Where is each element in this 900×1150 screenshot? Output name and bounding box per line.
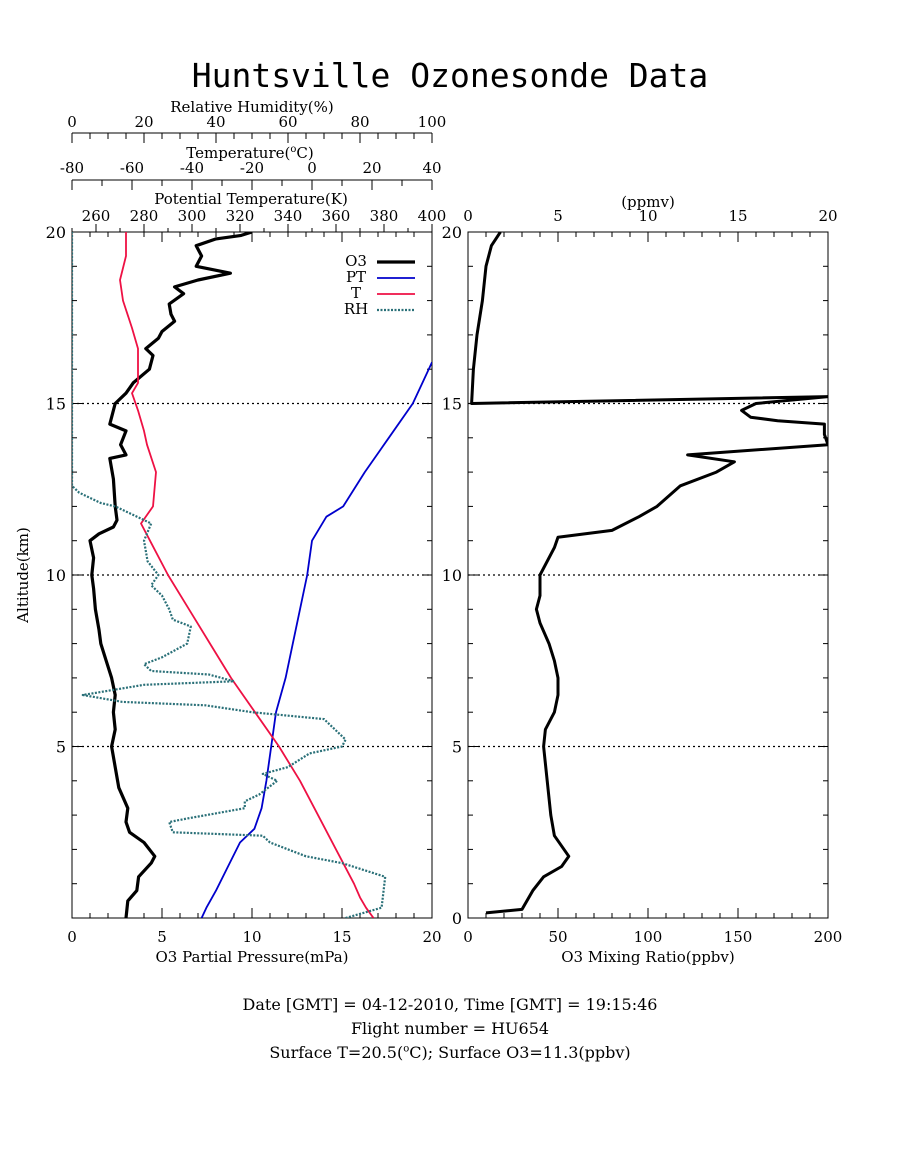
t-tick-label: 40 <box>422 159 441 177</box>
mixing-ratio-tick-label: 0 <box>463 928 473 946</box>
right-y-tick-label: 10 <box>442 566 462 585</box>
series-pt-line <box>200 361 432 918</box>
mixing-ratio-tick-label: 100 <box>634 928 663 946</box>
o3-pressure-tick-label: 0 <box>67 928 77 946</box>
rh-tick-label: 60 <box>278 113 297 131</box>
ppmv-tick-label: 20 <box>818 207 837 225</box>
right-y-tick-label: 15 <box>442 395 462 414</box>
ppmv-tick-label: 10 <box>638 207 657 225</box>
legend-label-t: T <box>351 284 361 302</box>
ppmv-tick-label: 15 <box>728 207 747 225</box>
series-rh-line <box>72 232 387 918</box>
series-o3-line <box>88 232 253 918</box>
left-y-tick-label: 15 <box>46 395 66 414</box>
mixing-ratio-axis-label: O3 Mixing Ratio(ppbv) <box>561 948 734 966</box>
footer-surface-suffix: C); Surface O3=11.3(ppbv) <box>409 1043 631 1062</box>
left-y-tick-label: 5 <box>56 738 66 757</box>
legend-label-o3: O3 <box>345 252 367 270</box>
pt-tick-label: 380 <box>370 207 399 225</box>
rh-tick-label: 20 <box>134 113 153 131</box>
o3-pressure-tick-label: 15 <box>332 928 351 946</box>
pt-tick-label: 320 <box>226 207 255 225</box>
o3-pressure-axis-label: O3 Partial Pressure(mPa) <box>155 948 348 966</box>
t-tick-label: -20 <box>240 159 264 177</box>
t-tick-label: -80 <box>60 159 84 177</box>
ppmv-axis-label: (ppmv) <box>621 193 675 211</box>
ppmv-tick-label: 5 <box>553 207 563 225</box>
t-tick-label: 20 <box>362 159 381 177</box>
mixing-ratio-tick-label: 150 <box>724 928 753 946</box>
o3-pressure-tick-label: 5 <box>157 928 167 946</box>
left-y-tick-label: 20 <box>46 223 66 242</box>
pt-tick-label: 400 <box>418 207 447 225</box>
pt-axis-label: Potential Temperature(K) <box>154 190 348 208</box>
legend-label-rh: RH <box>344 300 368 318</box>
pt-tick-label: 340 <box>274 207 303 225</box>
pt-tick-label: 300 <box>178 207 207 225</box>
rh-axis-label: Relative Humidity(%) <box>170 98 333 116</box>
t-tick-label: -40 <box>180 159 204 177</box>
right-y-tick-label: 0 <box>452 909 462 928</box>
mixing-ratio-tick-label: 200 <box>814 928 843 946</box>
o3-pressure-tick-label: 10 <box>242 928 261 946</box>
mixing-ratio-tick-label: 50 <box>548 928 567 946</box>
page-title: Huntsville Ozonesonde Data <box>191 56 709 95</box>
series-t-line <box>119 232 375 918</box>
o3-pressure-tick-label: 20 <box>422 928 441 946</box>
rh-tick-label: 0 <box>67 113 77 131</box>
t-tick-label: -60 <box>120 159 144 177</box>
footer-date-time: Date [GMT] = 04-12-2010, Time [GMT] = 19… <box>242 995 658 1014</box>
pt-tick-label: 280 <box>130 207 159 225</box>
t-tick-label: 0 <box>307 159 317 177</box>
pt-tick-label: 260 <box>82 207 111 225</box>
rh-tick-label: 80 <box>350 113 369 131</box>
footer-flight-number: Flight number = HU654 <box>350 1019 550 1038</box>
right-y-tick-label: 20 <box>442 223 462 242</box>
rh-tick-label: 40 <box>206 113 225 131</box>
series-mixing-ratio-line <box>470 232 828 915</box>
ppmv-tick-label: 0 <box>463 207 473 225</box>
right-y-tick-label: 5 <box>452 738 462 757</box>
legend-label-pt: PT <box>346 268 366 286</box>
footer-surface-values: Surface T=20.5(oC); Surface O3=11.3(ppbv… <box>269 1043 631 1062</box>
t-axis-label: Temperature(oC) <box>186 144 314 162</box>
left-y-tick-label: 10 <box>46 566 66 585</box>
pt-tick-label: 360 <box>322 207 351 225</box>
rh-tick-label: 100 <box>418 113 447 131</box>
footer-surface-prefix: Surface T=20.5( <box>269 1043 404 1062</box>
altitude-axis-label: Altitude(km) <box>14 527 32 624</box>
